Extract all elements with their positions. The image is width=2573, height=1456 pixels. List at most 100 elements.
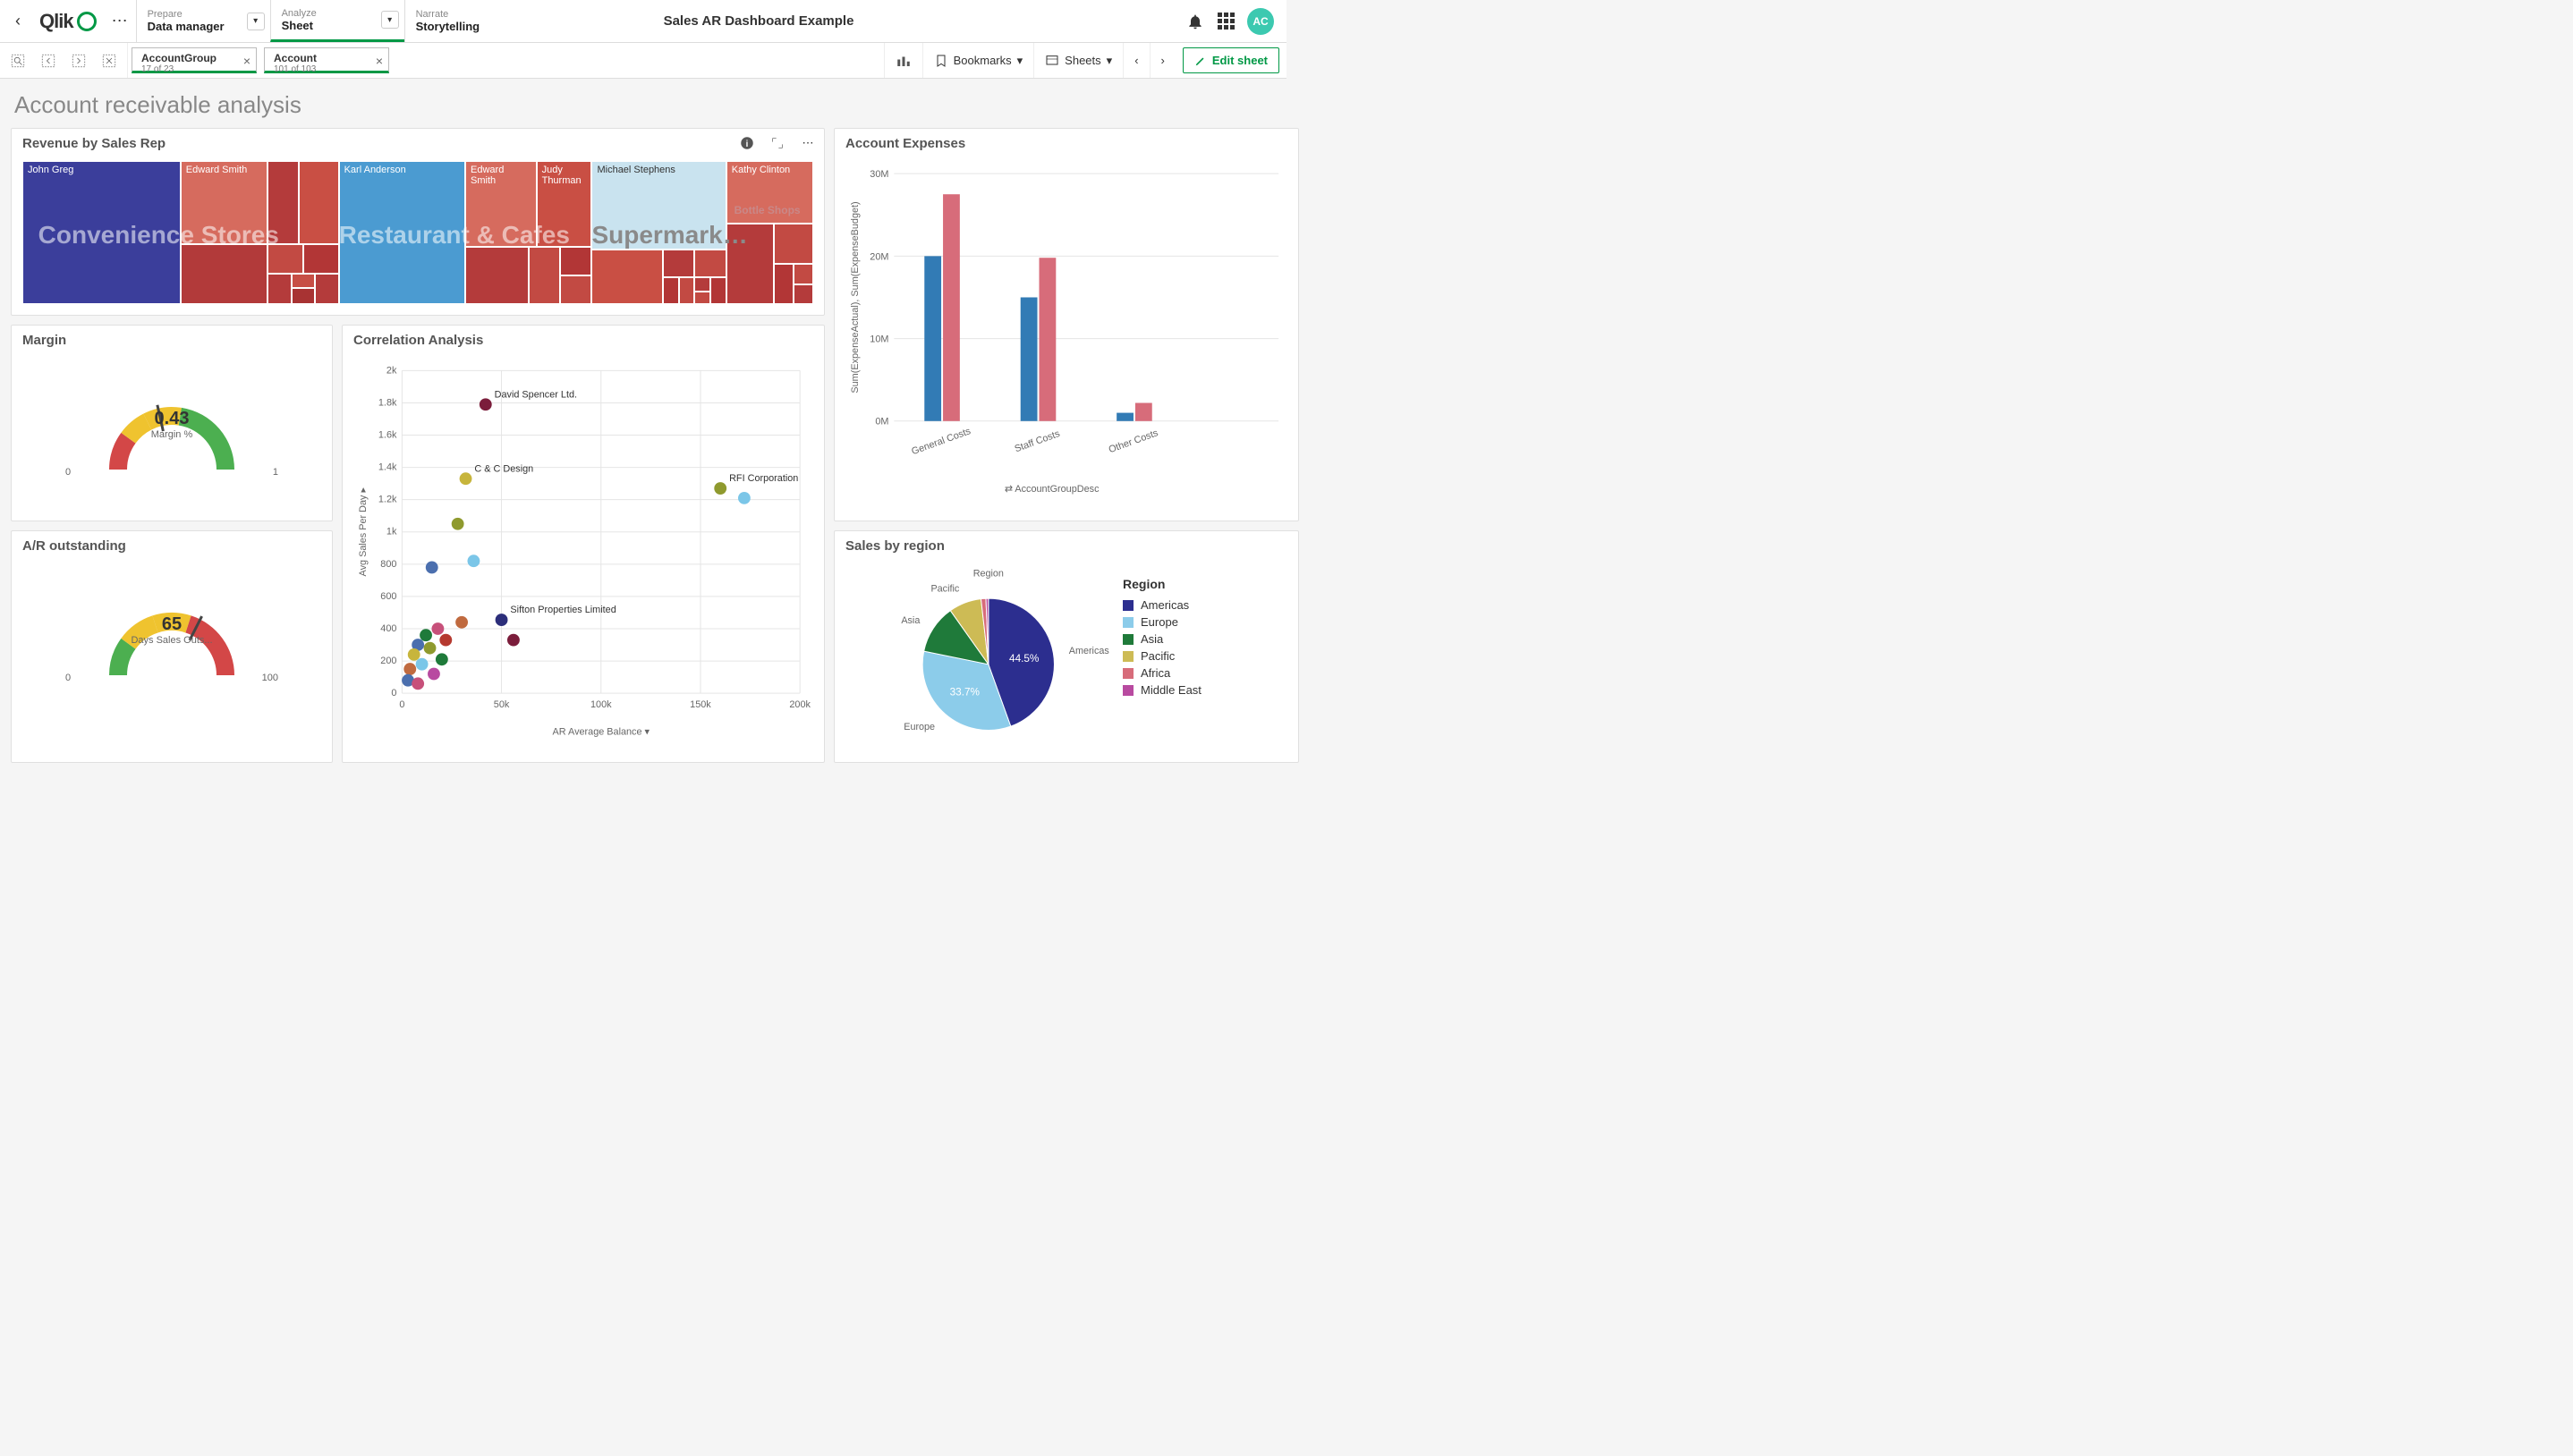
chart-title: Account Expenses [845,136,1287,151]
treemap-cell[interactable] [299,161,338,244]
treemap-cell[interactable]: Edward Smith [181,161,267,244]
svg-text:50k: 50k [494,699,510,710]
qlik-logo[interactable]: Qlik [36,0,104,42]
treemap-cell[interactable]: Michael Stephens [591,161,726,250]
selection-pill[interactable]: AccountGroup17 of 23× [132,47,257,73]
margin-gauge[interactable]: Margin 0.43 Margin % 01 [11,325,333,521]
legend-item[interactable]: Europe [1123,615,1202,629]
treemap-cell[interactable]: John Greg [22,161,181,304]
nav-data-manager[interactable]: PrepareData manager▾ [136,0,270,42]
legend-item[interactable]: Asia [1123,632,1202,646]
treemap-cell[interactable]: Karl Anderson [339,161,465,304]
correlation-scatter[interactable]: Correlation Analysis 02004006008001k1.2k… [342,325,825,763]
treemap-cell[interactable] [292,274,316,288]
treemap-cell[interactable] [267,161,299,244]
svg-text:Avg Sales Per Day ▸: Avg Sales Per Day ▸ [358,487,369,577]
treemap-cell[interactable] [591,250,663,304]
step-back-icon[interactable] [39,52,57,70]
svg-text:Sum(ExpenseActual), Sum(Expens: Sum(ExpenseActual), Sum(ExpenseBudget) [850,201,861,393]
svg-text:44.5%: 44.5% [1009,653,1040,665]
info-icon[interactable]: i [738,134,756,152]
treemap-cell[interactable] [694,250,726,276]
treemap-cell[interactable] [267,274,292,304]
bookmarks-button[interactable]: Bookmarks ▾ [922,43,1034,78]
treemap-cell[interactable] [529,247,560,304]
treemap-cell[interactable] [694,277,710,292]
svg-text:i: i [746,140,749,149]
treemap-cell[interactable] [560,275,591,304]
treemap-cell[interactable] [663,250,694,276]
treemap-cell[interactable] [303,244,339,275]
legend-item[interactable]: Africa [1123,666,1202,680]
legend-item[interactable]: Americas [1123,598,1202,612]
treemap-cell[interactable] [560,247,591,275]
treemap-cell[interactable] [774,264,794,304]
treemap-cell[interactable] [465,247,529,304]
treemap-cell[interactable] [663,277,679,304]
svg-text:1.4k: 1.4k [378,462,397,473]
more-icon[interactable]: ⋯ [799,134,817,152]
close-icon[interactable]: × [376,54,383,68]
svg-text:1.6k: 1.6k [378,429,397,440]
gauge-sublabel: Margin % [22,429,321,440]
treemap-cell[interactable] [267,244,303,275]
clear-selections-icon[interactable] [100,52,118,70]
svg-text:1.2k: 1.2k [378,495,397,505]
chevron-down-icon: ▾ [1017,54,1023,68]
treemap-cell[interactable] [181,244,267,304]
sheet-title: Account receivable analysis [0,79,1286,128]
chart-title: Correlation Analysis [353,333,813,348]
treemap-cell[interactable] [794,264,813,284]
fullscreen-icon[interactable] [769,134,786,152]
insight-advisor-icon[interactable] [884,43,922,78]
treemap-cell[interactable] [292,288,316,304]
sheets-button[interactable]: Sheets ▾ [1033,43,1123,78]
ar-outstanding-gauge[interactable]: A/R outstanding 65 Days Sales Outs... 01… [11,530,333,763]
treemap-cell[interactable]: Kathy Clinton [726,161,813,224]
svg-text:200: 200 [380,656,396,666]
chevron-down-icon[interactable]: ▾ [247,13,265,30]
svg-text:150k: 150k [690,699,711,710]
revenue-treemap[interactable]: Revenue by Sales Rep i ⋯ John GregEdward… [11,128,825,316]
treemap-cell[interactable]: Judy Thurman [537,161,592,247]
pencil-icon [1194,55,1207,67]
notifications-icon[interactable] [1186,13,1204,30]
edit-sheet-button[interactable]: Edit sheet [1183,47,1279,73]
close-icon[interactable]: × [243,54,251,68]
sales-by-region-pie[interactable]: Sales by region Region44.5%Americas33.7%… [834,530,1299,763]
back-button[interactable]: ‹ [0,0,36,42]
svg-text:General Costs: General Costs [910,426,972,457]
treemap-cell[interactable] [694,292,710,304]
treemap-cell[interactable] [679,277,695,304]
selection-pill[interactable]: Account101 of 103× [264,47,389,73]
nav-sheet[interactable]: AnalyzeSheet▾ [270,0,404,42]
svg-text:Asia: Asia [901,615,920,626]
app-launcher-icon[interactable] [1217,13,1235,30]
treemap-cell[interactable] [794,284,813,304]
account-expenses-chart[interactable]: Account Expenses 0M10M20M30MGeneral Cost… [834,128,1299,521]
svg-text:1.8k: 1.8k [378,397,397,408]
legend-title: Region [1123,577,1202,591]
svg-text:Sifton Properties Limited: Sifton Properties Limited [510,605,616,615]
treemap-cell[interactable] [710,277,726,304]
chart-title: Sales by region [845,538,1287,554]
step-fwd-icon[interactable] [70,52,88,70]
next-sheet-button[interactable]: › [1150,43,1176,78]
nav-storytelling[interactable]: NarrateStorytelling [404,0,539,42]
app-more-button[interactable]: ⋯ [104,0,136,42]
treemap-cell[interactable] [315,274,339,304]
user-avatar[interactable]: AC [1247,8,1274,35]
svg-text:200k: 200k [789,699,811,710]
treemap-cell[interactable]: Edward Smith [465,161,537,247]
treemap-cell[interactable] [726,224,774,304]
svg-text:Pacific: Pacific [930,583,959,594]
bookmarks-label: Bookmarks [954,54,1012,67]
chevron-down-icon[interactable]: ▾ [381,11,399,29]
prev-sheet-button[interactable]: ‹ [1123,43,1149,78]
smart-search-icon[interactable] [9,52,27,70]
svg-text:0: 0 [391,688,396,698]
legend-item[interactable]: Middle East [1123,683,1202,697]
treemap-cell[interactable] [774,224,813,264]
svg-text:Other Costs: Other Costs [1108,427,1160,455]
legend-item[interactable]: Pacific [1123,649,1202,663]
